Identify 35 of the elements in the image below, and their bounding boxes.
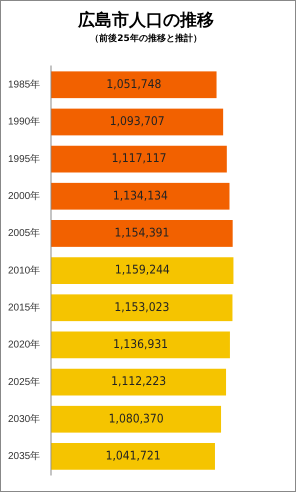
bar [51, 294, 232, 322]
chart-title: 広島市人口の推移 [77, 10, 214, 31]
bar [51, 71, 217, 98]
data-label: 1,136,931 [113, 337, 168, 352]
y-tick-label: 2005年 [8, 227, 40, 240]
y-tick-label: 2010年 [8, 264, 40, 276]
bar [51, 406, 222, 433]
y-tick-label: 1985年 [8, 78, 40, 91]
data-label: 1,134,134 [112, 188, 168, 202]
y-tick-label: 2030年 [8, 413, 40, 426]
y-tick-label: 2035年 [8, 450, 40, 462]
y-tick-label: 2015年 [8, 302, 40, 314]
y-tick-label: 2025年 [8, 376, 40, 388]
y-tick-label: 2020年 [8, 338, 40, 351]
bar [51, 182, 230, 210]
bar [51, 146, 227, 172]
bar [51, 332, 230, 358]
y-tick-label: 2000年 [8, 190, 40, 202]
bar [51, 443, 215, 470]
bar [51, 368, 226, 396]
data-label: 1,051,748 [106, 76, 162, 91]
data-label: 1,080,370 [108, 411, 164, 426]
data-label: 1,041,721 [106, 448, 161, 463]
y-tick-label: 1995年 [8, 152, 40, 165]
data-label: 1,117,117 [112, 151, 167, 166]
data-label: 1,154,391 [114, 226, 170, 240]
bar [51, 257, 234, 284]
y-tick-label: 1990年 [8, 116, 40, 128]
data-label: 1,153,023 [114, 300, 170, 314]
bar [51, 220, 233, 247]
data-label: 1,112,223 [111, 374, 166, 388]
chart-subtitle: （前後25年の推移と推計） [90, 33, 202, 44]
bar [51, 108, 224, 136]
data-label: 1,159,244 [114, 262, 170, 277]
data-label: 1,093,707 [110, 114, 165, 128]
